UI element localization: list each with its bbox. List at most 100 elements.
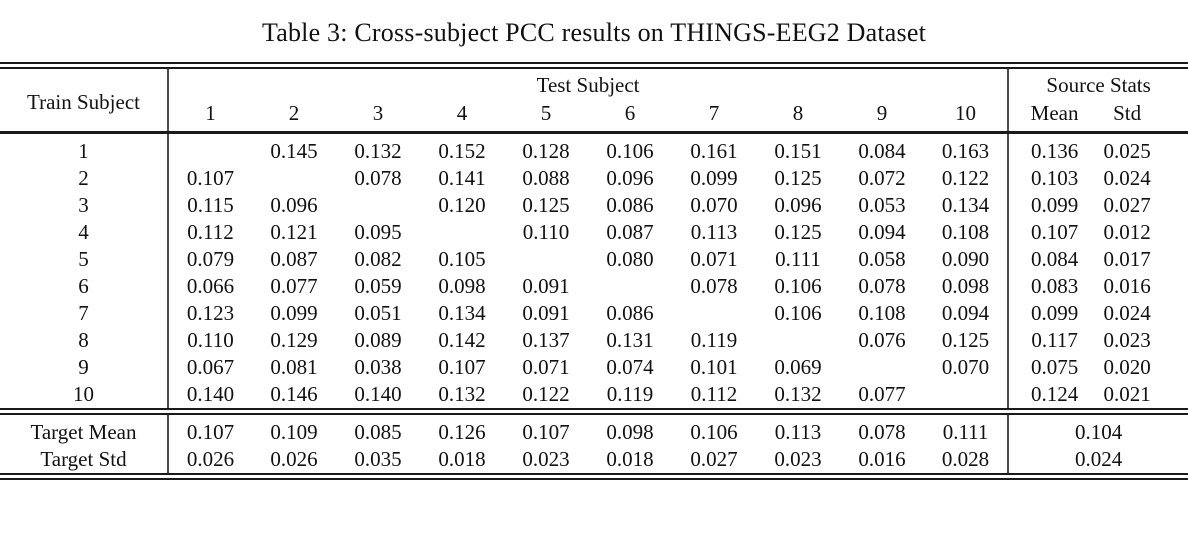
cell-test-2: 0.145 bbox=[270, 139, 318, 163]
header-mean: Mean bbox=[1007, 98, 1101, 133]
cell-test-5: 0.088 bbox=[522, 166, 570, 190]
header-test-col-2: 2 bbox=[288, 101, 300, 125]
cell-test-1: 0.115 bbox=[187, 193, 234, 217]
cell-test-8: 0.125 bbox=[774, 220, 822, 244]
footer-row: Target Std 0.026 0.026 0.035 0.018 0.023… bbox=[0, 446, 1188, 477]
cell-test-10: 0.108 bbox=[941, 220, 990, 244]
cell-source-std: 0.016 bbox=[1103, 274, 1151, 298]
cell-test-9: 0.078 bbox=[858, 274, 906, 298]
cell-test-8: 0.106 bbox=[774, 301, 822, 325]
cell-source-std: 0.021 bbox=[1103, 382, 1151, 406]
footer-cell-2: 0.026 bbox=[270, 447, 318, 471]
cell-test-4: 0.105 bbox=[438, 247, 486, 271]
table-row: 5 0.079 0.087 0.082 0.105 0.080 0.071 0.… bbox=[0, 246, 1188, 273]
table-row: 9 0.067 0.081 0.038 0.107 0.071 0.074 0.… bbox=[0, 354, 1188, 381]
cell-source-std: 0.023 bbox=[1103, 328, 1151, 352]
cell-source-mean: 0.124 bbox=[1007, 381, 1101, 412]
cell-test-3: 0.140 bbox=[354, 382, 402, 406]
footer-cell-3: 0.085 bbox=[354, 420, 402, 444]
cell-source-std: 0.025 bbox=[1103, 139, 1151, 163]
table-row: 2 0.107 0.078 0.141 0.088 0.096 0.099 0.… bbox=[0, 165, 1188, 192]
cell-test-6: 0.080 bbox=[606, 247, 654, 271]
cell-source-std: 0.024 bbox=[1103, 166, 1151, 190]
header-test-col-5: 5 bbox=[540, 101, 552, 125]
cell-test-2: 0.081 bbox=[270, 355, 318, 379]
cell-test-9: 0.053 bbox=[858, 193, 906, 217]
cell-test-4 bbox=[420, 219, 504, 246]
cell-test-9 bbox=[840, 354, 924, 381]
table-row: 8 0.110 0.129 0.089 0.142 0.137 0.131 0.… bbox=[0, 327, 1188, 354]
cell-test-4: 0.107 bbox=[438, 355, 486, 379]
cell-test-3: 0.059 bbox=[354, 274, 402, 298]
header-test-col-1: 1 bbox=[205, 101, 216, 125]
cell-test-10: 0.122 bbox=[941, 166, 990, 190]
cell-test-10: 0.094 bbox=[941, 301, 990, 325]
cell-test-7: 0.119 bbox=[690, 328, 738, 352]
cell-source-std: 0.017 bbox=[1103, 247, 1151, 271]
header-std: Std bbox=[1113, 101, 1142, 125]
cell-test-1: 0.123 bbox=[186, 301, 235, 325]
footer-cell-5: 0.107 bbox=[522, 420, 570, 444]
cell-test-6: 0.106 bbox=[606, 139, 654, 163]
header-train-subject: Train Subject bbox=[0, 65, 169, 133]
cell-test-10: 0.098 bbox=[941, 274, 990, 298]
footer-cell-2: 0.109 bbox=[270, 420, 318, 444]
cell-test-6: 0.096 bbox=[606, 166, 654, 190]
cell-test-6: 0.086 bbox=[606, 193, 654, 217]
cell-test-1: 0.067 bbox=[186, 355, 235, 379]
cell-source-mean: 0.084 bbox=[1007, 246, 1101, 273]
cell-test-9: 0.094 bbox=[858, 220, 906, 244]
cell-test-6: 0.119 bbox=[606, 382, 654, 406]
cell-test-3: 0.078 bbox=[354, 166, 402, 190]
cell-test-8: 0.106 bbox=[774, 274, 822, 298]
cell-test-4: 0.134 bbox=[438, 301, 486, 325]
cell-test-4: 0.132 bbox=[438, 382, 486, 406]
cell-test-7: 0.078 bbox=[690, 274, 738, 298]
table-row: 10 0.140 0.146 0.140 0.132 0.122 0.119 0… bbox=[0, 381, 1188, 412]
cell-source-mean: 0.103 bbox=[1007, 165, 1101, 192]
cell-test-1: 0.066 bbox=[186, 274, 235, 298]
cell-test-1: 0.079 bbox=[186, 247, 235, 271]
cell-test-2: 0.087 bbox=[270, 247, 318, 271]
cross-subject-pcc-table: Train Subject Test Subject Source Stats … bbox=[0, 62, 1188, 480]
data-rows: 1 0.145 0.132 0.152 0.128 0.106 0.161 0.… bbox=[0, 132, 1188, 412]
cell-test-3: 0.132 bbox=[354, 139, 402, 163]
footer-rows: Target Mean 0.107 0.109 0.085 0.126 0.10… bbox=[0, 411, 1188, 477]
cell-test-1: 0.107 bbox=[186, 166, 235, 190]
footer-cell-9: 0.078 bbox=[858, 420, 906, 444]
table-header: Train Subject Test Subject Source Stats … bbox=[0, 65, 1188, 133]
row-label-train-subject: 7 bbox=[0, 300, 169, 327]
cell-test-4: 0.152 bbox=[438, 139, 486, 163]
cell-test-8: 0.125 bbox=[774, 166, 822, 190]
cell-test-2: 0.099 bbox=[270, 301, 318, 325]
footer-row: Target Mean 0.107 0.109 0.085 0.126 0.10… bbox=[0, 411, 1188, 446]
cell-test-8: 0.096 bbox=[774, 193, 822, 217]
cell-source-mean: 0.107 bbox=[1007, 219, 1101, 246]
header-test-col-4: 4 bbox=[456, 101, 468, 125]
footer-cell-1: 0.107 bbox=[186, 420, 235, 444]
cell-test-6: 0.074 bbox=[606, 355, 654, 379]
cell-test-4: 0.141 bbox=[438, 166, 486, 190]
footer-cell-9: 0.016 bbox=[858, 447, 906, 471]
cell-test-3: 0.089 bbox=[354, 328, 402, 352]
cell-test-2: 0.121 bbox=[270, 220, 318, 244]
footer-cell-8: 0.023 bbox=[774, 447, 822, 471]
cell-test-7: 0.112 bbox=[690, 382, 738, 406]
cell-source-mean: 0.099 bbox=[1007, 192, 1101, 219]
cell-test-10: 0.070 bbox=[941, 355, 990, 379]
table-row: 1 0.145 0.132 0.152 0.128 0.106 0.161 0.… bbox=[0, 132, 1188, 165]
cell-test-8: 0.132 bbox=[774, 382, 822, 406]
footer-row-label: Target Mean bbox=[0, 411, 169, 446]
cell-test-10 bbox=[924, 381, 1008, 412]
cell-test-5: 0.091 bbox=[522, 301, 570, 325]
header-test-subject: Test Subject bbox=[536, 73, 640, 97]
cell-test-3 bbox=[336, 192, 420, 219]
cell-test-10: 0.090 bbox=[941, 247, 990, 271]
header-test-col-6: 6 bbox=[624, 101, 636, 125]
cell-test-2: 0.129 bbox=[270, 328, 318, 352]
cell-test-6: 0.087 bbox=[606, 220, 654, 244]
cell-source-mean: 0.075 bbox=[1007, 354, 1101, 381]
row-label-train-subject: 8 bbox=[0, 327, 169, 354]
footer-cell-3: 0.035 bbox=[354, 447, 402, 471]
table-row: 3 0.115 0.096 0.120 0.125 0.086 0.070 0.… bbox=[0, 192, 1188, 219]
